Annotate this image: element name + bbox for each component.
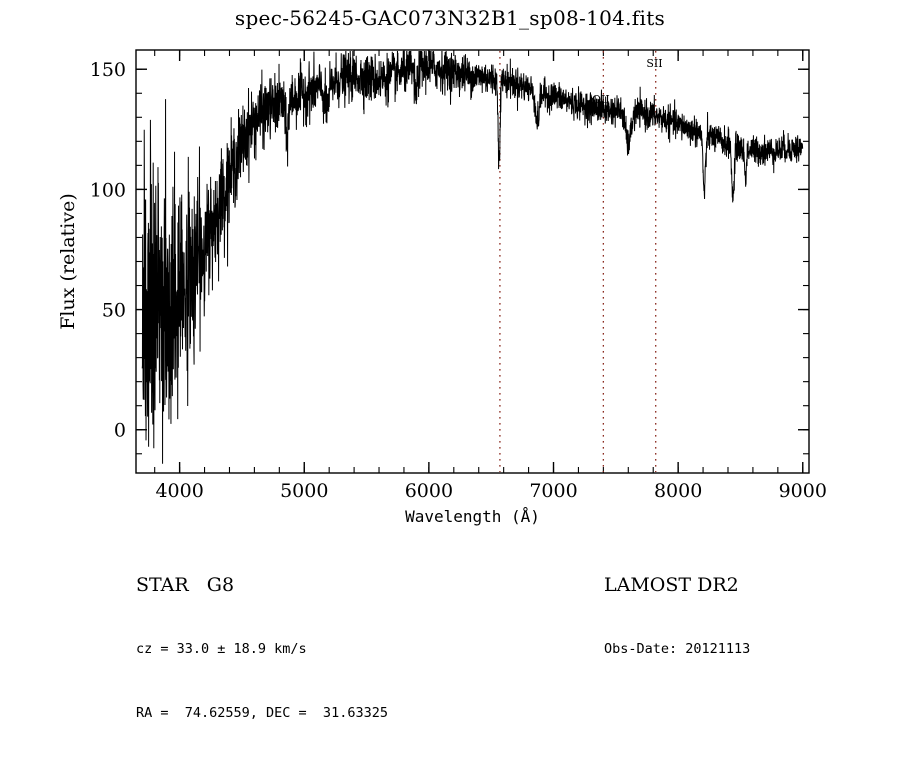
object-class-label: STAR G8 <box>136 574 235 596</box>
x-tick-label: 9000 <box>779 480 827 502</box>
page-title: spec-56245-GAC073N32B1_sp08-104.fits <box>234 6 666 30</box>
axis-labels: 4000 5000 6000 7000 8000 9000 0 50 100 150 Wavelen… <box>57 57 827 526</box>
plot-axes <box>135 49 810 474</box>
x-tick-label: 4000 <box>155 480 203 502</box>
spectrum-plot: 4000 5000 6000 7000 8000 9000 0 50 100 150 Wavelen… <box>57 49 827 526</box>
survey-info-panel: LAMOST DR2 Obs-Date: 20121113 <box>604 534 750 700</box>
spectrum-viewer-page: spec-56245-GAC073N32B1_sp08-104.fits 400… <box>57 6 827 721</box>
coordinates-label: RA = 74.62559, DEC = 31.63325 <box>136 705 388 721</box>
y-tick-label: 150 <box>90 59 126 81</box>
flux-curve <box>141 51 804 464</box>
spectral-line-label: SII <box>646 57 662 70</box>
y-tick-label: 50 <box>102 300 126 322</box>
y-tick-label: 0 <box>114 420 126 442</box>
x-tick-label: 5000 <box>280 480 328 502</box>
obs-date-label: Obs-Date: 20121113 <box>604 641 751 657</box>
x-axis-title: Wavelength (Å) <box>405 507 540 526</box>
spectral-line-markers <box>499 51 657 472</box>
x-tick-label: 6000 <box>405 480 453 502</box>
y-axis-title: Flux (relative) <box>57 193 79 330</box>
velocity-label: cz = 33.0 ± 18.9 km/s <box>136 641 307 657</box>
spectral-line-label: OII <box>592 93 610 106</box>
y-tick-label: 100 <box>90 179 126 201</box>
x-tick-label: 8000 <box>654 480 702 502</box>
x-tick-label: 7000 <box>529 480 577 502</box>
object-info-panel: STAR G8 cz = 33.0 ± 18.9 km/s RA = 74.62… <box>136 534 388 764</box>
survey-label: LAMOST DR2 <box>604 574 739 596</box>
spectrum-trace <box>141 51 804 464</box>
